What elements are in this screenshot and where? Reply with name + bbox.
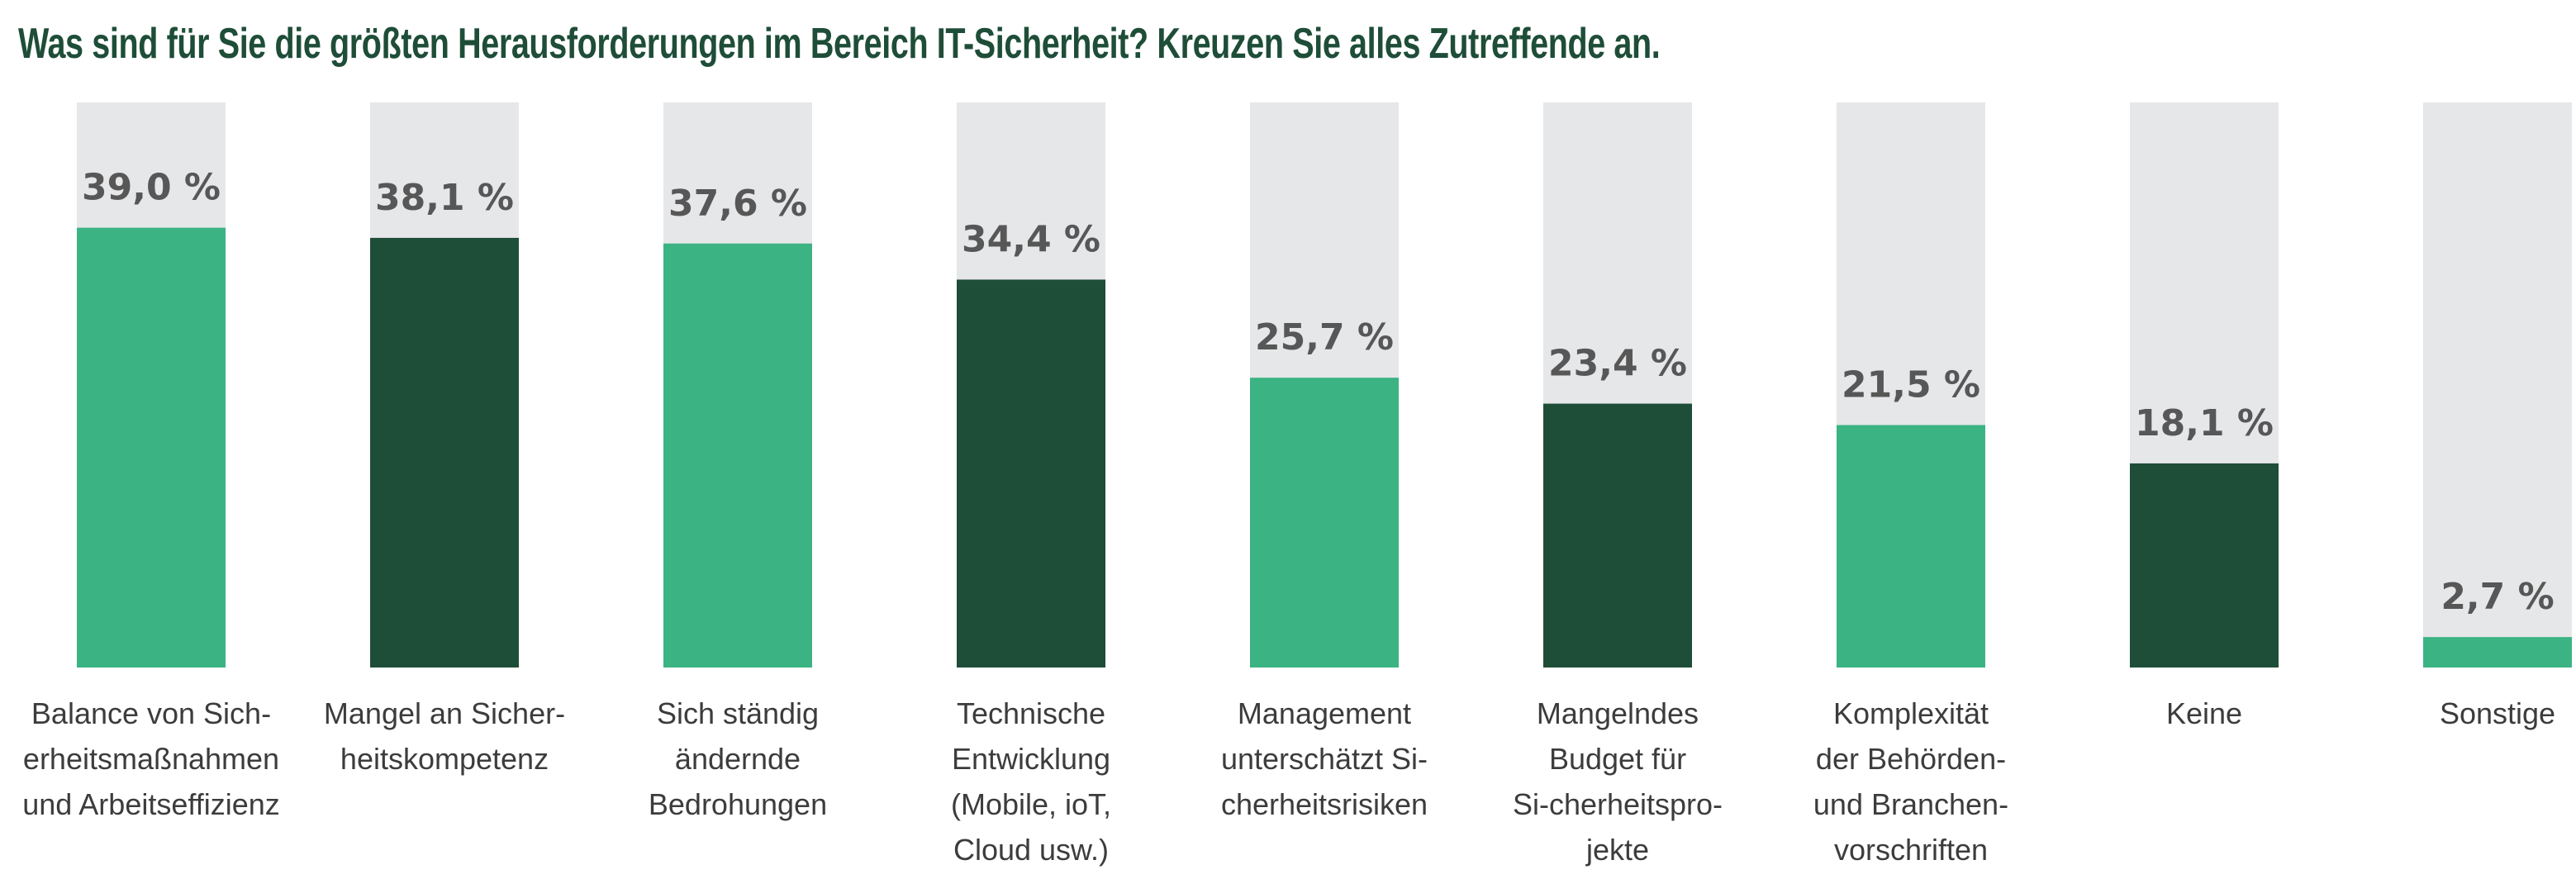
category-label: Mangelndes Budget für Si-cherheitspro-jekt… — [1477, 691, 1758, 872]
category-label-line: vorschriften — [1833, 833, 1989, 867]
value-label: 25,7 % — [1255, 316, 1394, 359]
bar — [1543, 403, 1692, 668]
chart-title: Was sind für Sie die größten Herausforde… — [18, 20, 1661, 68]
category-label-line: Bedrohungen — [648, 787, 828, 821]
category-label: Mangel an Sicher-heitskompetenz — [304, 691, 585, 782]
bar — [663, 243, 812, 668]
category-label-line: Sonstige — [2439, 696, 2556, 730]
category-label: Sonstige — [2357, 691, 2576, 736]
category-label: Balance von Sich-erheitsmaßnahmen und Arb… — [11, 691, 292, 827]
value-label: 34,4 % — [962, 218, 1100, 260]
bar — [1250, 378, 1399, 668]
bar — [370, 237, 519, 668]
category-label: Management unterschätzt Si-cherheitsrisik… — [1184, 691, 1465, 827]
bar — [77, 227, 226, 668]
category-label-line: Keine — [2165, 696, 2243, 730]
category-label: Technische Entwicklung (Mobile, ioT, Cloud … — [891, 691, 1172, 872]
bar — [957, 279, 1105, 668]
category-label: Komplexität der Behörden-und Branchen-vor… — [1770, 691, 2051, 872]
category-label-line: und Arbeitseffizienz — [22, 787, 280, 821]
bar — [2130, 463, 2279, 668]
category-label-line: Technische — [956, 696, 1106, 730]
category-label-line: Komplexität — [1832, 696, 1989, 730]
category-label-line: cherheitsrisiken — [1220, 787, 1428, 821]
value-label: 21,5 % — [1842, 364, 1980, 406]
category-label-line: der Behörden- — [1815, 742, 2007, 776]
category-label-line: Mangel an Sicher- — [323, 696, 566, 730]
value-label: 38,1 % — [375, 177, 514, 219]
category-label-line: ändernde — [674, 742, 801, 776]
category-label-line: heitskompetenz — [340, 742, 549, 776]
category-label-line: Cloud usw.) — [953, 833, 1110, 867]
bar — [1837, 425, 1985, 668]
category-label-line: Management — [1237, 696, 1412, 730]
bar-track — [2423, 102, 2572, 668]
category-label: Sich ständig ändernde Bedrohungen — [597, 691, 878, 827]
category-label-line: erheitsmaßnahmen — [22, 742, 280, 776]
bar — [2423, 637, 2572, 668]
category-label-line: Entwicklung — [951, 742, 1111, 776]
category-label-line: Balance von Sich- — [31, 696, 272, 730]
category-label-line: Sich ständig — [656, 696, 820, 730]
category-label-line: Si-cherheitspro- — [1512, 787, 1723, 821]
value-label: 39,0 % — [82, 167, 221, 209]
value-label: 23,4 % — [1548, 343, 1687, 385]
category-label-line: Budget für — [1548, 742, 1687, 776]
category-label-line: und Branchen- — [1813, 787, 2009, 821]
category-label-line: jekte — [1585, 833, 1650, 867]
category-label-line: unterschätzt Si- — [1220, 742, 1428, 776]
category-label-line: Mangelndes — [1536, 696, 1699, 730]
value-label: 2,7 % — [2441, 576, 2554, 618]
value-label: 18,1 % — [2135, 402, 2274, 444]
category-label: Keine — [2064, 691, 2345, 736]
category-label-line: (Mobile, ioT, — [950, 787, 1112, 821]
value-label: 37,6 % — [668, 183, 807, 225]
